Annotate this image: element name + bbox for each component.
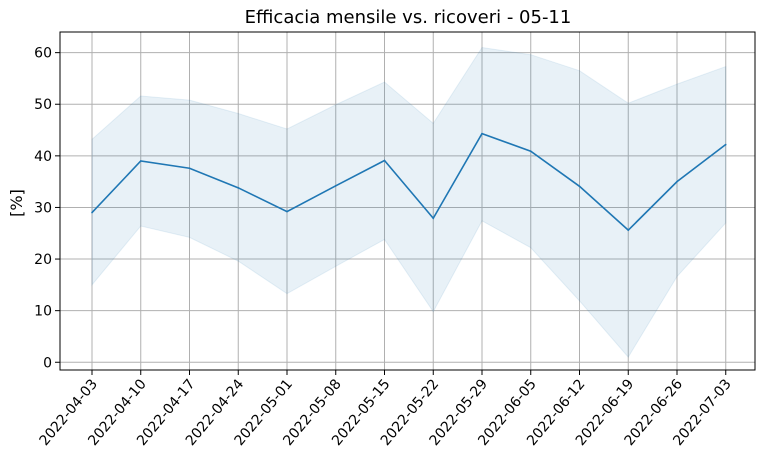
y-tick-label: 50 [34, 97, 52, 113]
data-point [91, 211, 93, 214]
data-point [627, 229, 630, 231]
grid [60, 32, 755, 370]
y-tick-label: 0 [43, 355, 52, 371]
confidence-band [91, 46, 727, 358]
y-tick-label: 60 [34, 46, 52, 62]
data-point [481, 132, 483, 135]
data-point [676, 180, 678, 183]
series-line [91, 132, 727, 232]
data-point [529, 150, 532, 153]
y-tick-label: 10 [34, 304, 52, 320]
data-point [578, 185, 581, 188]
data-point [432, 217, 435, 220]
x-axis-ticks: 2022-04-032022-04-102022-04-172022-04-24… [37, 370, 735, 449]
data-point [383, 159, 386, 162]
y-tick-label: 20 [34, 252, 52, 268]
plot-frame [59, 31, 756, 371]
confidence-band-layer [91, 46, 727, 358]
series-line-layer [91, 132, 727, 232]
data-point [237, 187, 240, 189]
data-point [139, 160, 142, 162]
data-point [334, 184, 337, 187]
data-point [724, 143, 727, 146]
y-tick-label: 30 [34, 200, 52, 216]
y-axis-label: [%] [7, 189, 26, 217]
y-tick-label: 40 [34, 149, 52, 165]
data-point [188, 167, 191, 170]
y-axis-ticks: 0 10 20 30 40 50 60 [34, 46, 60, 371]
data-point [286, 210, 288, 213]
chart-title: Efficacia mensile vs. ricoveri - 05-11 [245, 7, 572, 28]
